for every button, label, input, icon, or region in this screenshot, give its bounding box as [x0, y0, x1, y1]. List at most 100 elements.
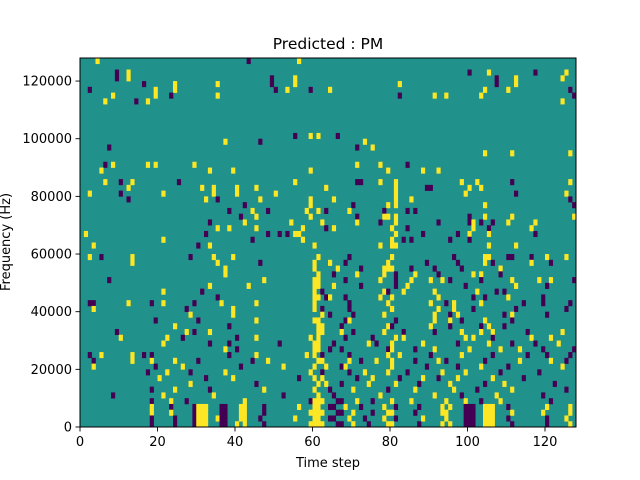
heatmap-cell-high — [180, 363, 185, 370]
heatmap-cell-high — [355, 271, 360, 278]
heatmap-cell-low — [277, 230, 282, 238]
heatmap-cell-high — [386, 409, 391, 416]
heatmap-cell-high — [308, 167, 313, 174]
heatmap-cell-high — [529, 259, 534, 266]
heatmap-cell-low — [545, 282, 550, 289]
heatmap-cell-high — [347, 357, 352, 364]
heatmap-cell-low — [514, 190, 519, 197]
heatmap-cell-low — [390, 323, 395, 330]
heatmap-cell-low — [393, 415, 399, 422]
heatmap-cell-high — [126, 75, 131, 82]
heatmap-cell-high — [459, 179, 464, 186]
heatmap-cell-low — [328, 346, 333, 353]
heatmap-cell-high — [378, 277, 383, 284]
heatmap-cell-low — [397, 92, 402, 99]
heatmap-cell-high — [479, 92, 484, 99]
heatmap-cell-high — [312, 421, 317, 428]
heatmap-cell-low — [359, 282, 364, 289]
heatmap-cell-high — [324, 184, 329, 191]
heatmap-cell-high — [486, 340, 492, 347]
heatmap-cell-low — [91, 300, 96, 307]
heatmap-cell-low — [506, 415, 511, 422]
heatmap-cell-high — [351, 409, 356, 416]
heatmap-cell-high — [211, 254, 216, 261]
heatmap-cell-low — [471, 294, 476, 301]
heatmap-cell-high — [312, 277, 317, 284]
heatmap-cell-high — [161, 236, 166, 243]
heatmap-cell-high — [242, 415, 247, 422]
heatmap-cell-high — [448, 403, 453, 411]
heatmap-cell-low — [537, 369, 542, 376]
heatmap-cell-high — [467, 346, 472, 353]
heatmap-cell-low — [510, 254, 515, 261]
heatmap-cell-high — [343, 363, 348, 370]
heatmap-cell-high — [320, 328, 325, 336]
heatmap-cell-low — [219, 421, 224, 428]
heatmap-cell-high — [316, 334, 321, 341]
heatmap-cell-high — [312, 415, 317, 422]
heatmap-cell-low — [502, 288, 507, 295]
heatmap-cell-low — [529, 254, 534, 261]
heatmap-cell-low — [355, 144, 360, 151]
heatmap-cell-high — [145, 98, 151, 105]
heatmap-cell-low — [269, 81, 275, 88]
heatmap-cell-high — [316, 340, 321, 347]
heatmap-cell-high — [498, 346, 503, 353]
heatmap-cell-high — [382, 415, 387, 422]
heatmap-cell-low — [467, 213, 472, 220]
heatmap-cell-low — [320, 305, 325, 312]
heatmap-cell-low — [413, 357, 418, 364]
heatmap-cell-high — [215, 92, 220, 99]
heatmap-cell-high — [238, 415, 244, 422]
heatmap-cell-high — [219, 300, 224, 307]
heatmap-cell-high — [514, 75, 519, 82]
heatmap-cell-high — [173, 386, 178, 393]
heatmap-cell-high — [386, 369, 391, 376]
heatmap-cell-low — [335, 409, 340, 416]
heatmap-cell-high — [312, 242, 317, 249]
heatmap-cell-high — [498, 265, 503, 272]
heatmap-cell-low — [436, 219, 441, 226]
heatmap-cell-low — [169, 403, 174, 411]
heatmap-cell-high — [393, 202, 399, 209]
heatmap-cell-high — [246, 282, 251, 289]
heatmap-cell-high — [393, 196, 399, 203]
heatmap-cell-high — [316, 294, 321, 301]
heatmap-cell-high — [103, 179, 108, 186]
heatmap-cell-high — [211, 190, 216, 197]
heatmap-cell-high — [312, 282, 317, 289]
heatmap-cell-high — [432, 392, 437, 399]
heatmap-cell-low — [417, 403, 422, 411]
heatmap-cell-low — [153, 363, 158, 370]
heatmap-cell-high — [506, 86, 511, 93]
heatmap-cell-high — [475, 179, 480, 186]
heatmap-cell-low — [463, 409, 468, 416]
heatmap-cell-high — [386, 265, 391, 272]
heatmap-cell-high — [235, 190, 240, 197]
y-tick-label: 100000 — [22, 132, 72, 147]
heatmap-cell-high — [308, 196, 313, 203]
heatmap-cell-low — [126, 196, 131, 203]
heatmap-cell-low — [188, 369, 193, 376]
heatmap-cell-low — [401, 236, 406, 243]
heatmap-cell-low — [463, 421, 468, 428]
heatmap-cell-low — [192, 421, 197, 428]
heatmap-cell-low — [490, 334, 495, 341]
heatmap-cell-high — [316, 392, 321, 399]
heatmap-cell-high — [390, 254, 395, 261]
heatmap-cell-high — [413, 271, 418, 278]
heatmap-cell-low — [351, 328, 356, 336]
heatmap-cell-low — [374, 340, 379, 347]
heatmap-cell-high — [545, 254, 550, 261]
heatmap-cell-high — [378, 392, 383, 399]
heatmap-cell-low — [467, 403, 472, 411]
heatmap-cell-low — [99, 254, 104, 261]
heatmap-cell-high — [393, 380, 399, 387]
heatmap-cell-high — [118, 334, 123, 341]
heatmap-cell-low — [564, 357, 569, 364]
heatmap-cell-low — [107, 144, 112, 151]
heatmap-cell-low — [355, 375, 360, 382]
heatmap-cell-high — [448, 317, 453, 324]
heatmap-cell-high — [161, 288, 166, 295]
heatmap-cell-high — [173, 86, 178, 93]
